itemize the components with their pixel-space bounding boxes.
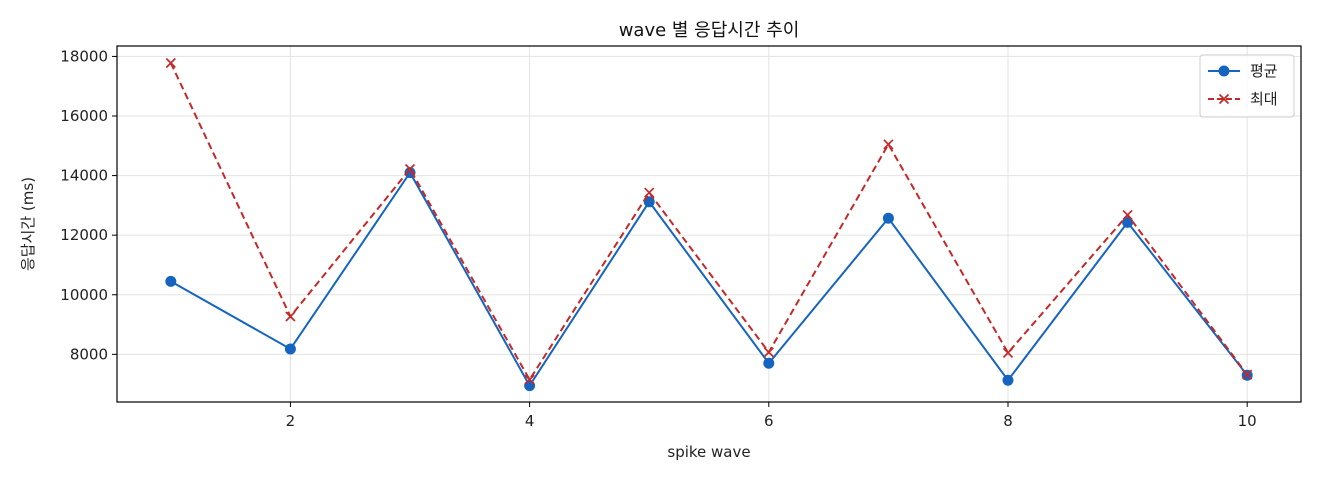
- series-line: [170, 170, 1248, 388]
- y-tick-label: 8000: [70, 345, 108, 363]
- data-point-x: [1002, 347, 1014, 358]
- legend-marker: [1218, 93, 1230, 105]
- data-point: [643, 196, 655, 208]
- data-point-x: [165, 57, 176, 69]
- y-tick-label: 12000: [60, 226, 108, 244]
- x-axis-label: spike wave: [667, 443, 750, 461]
- x-tick-label: 6: [764, 412, 774, 430]
- x-tick-label: 8: [1003, 412, 1013, 430]
- data-point-x: [1122, 209, 1133, 221]
- series-1: [165, 167, 1253, 392]
- y-tick-label: 10000: [60, 286, 108, 304]
- legend-item: 최대: [1208, 90, 1278, 108]
- x-axis-ticks: 2 4 6 8 10: [286, 402, 1257, 430]
- data-point-x: [404, 163, 416, 175]
- data-point-x: [1242, 369, 1253, 380]
- data-point: [1002, 374, 1014, 386]
- legend-label: 평균: [1250, 62, 1278, 80]
- x-tick-label: 10: [1238, 412, 1257, 430]
- data-point: [763, 357, 775, 369]
- y-tick-label: 18000: [60, 47, 108, 65]
- y-axis-ticks: 8000 10000 12000 14000 16000 18000: [60, 47, 117, 363]
- legend-box: [1199, 54, 1295, 118]
- data-point-x: [883, 139, 894, 150]
- legend-label: 최대: [1250, 90, 1278, 108]
- y-tick-label: 14000: [60, 167, 108, 185]
- data-point-x: [763, 347, 774, 358]
- series-2: [165, 57, 1253, 385]
- data-point: [882, 212, 894, 224]
- y-tick-label: 16000: [60, 107, 108, 125]
- data-point: [165, 275, 177, 287]
- chart-title: wave 별 응답시간 추이: [619, 20, 800, 41]
- data-point-x: [644, 187, 655, 198]
- grid: [117, 46, 1301, 402]
- data-point-x: [524, 374, 535, 385]
- x-tick-label: 2: [286, 412, 296, 430]
- series-layer: [165, 57, 1253, 392]
- plot-frame: [116, 45, 1302, 403]
- legend-marker: [1218, 65, 1230, 77]
- y-axis-label: 응답시간 (ms): [19, 177, 37, 271]
- series-line: [169, 62, 1248, 382]
- legend-item: 평균: [1208, 62, 1278, 80]
- x-tick-label: 4: [525, 412, 535, 430]
- data-point: [284, 343, 296, 355]
- data-point-x: [285, 311, 296, 322]
